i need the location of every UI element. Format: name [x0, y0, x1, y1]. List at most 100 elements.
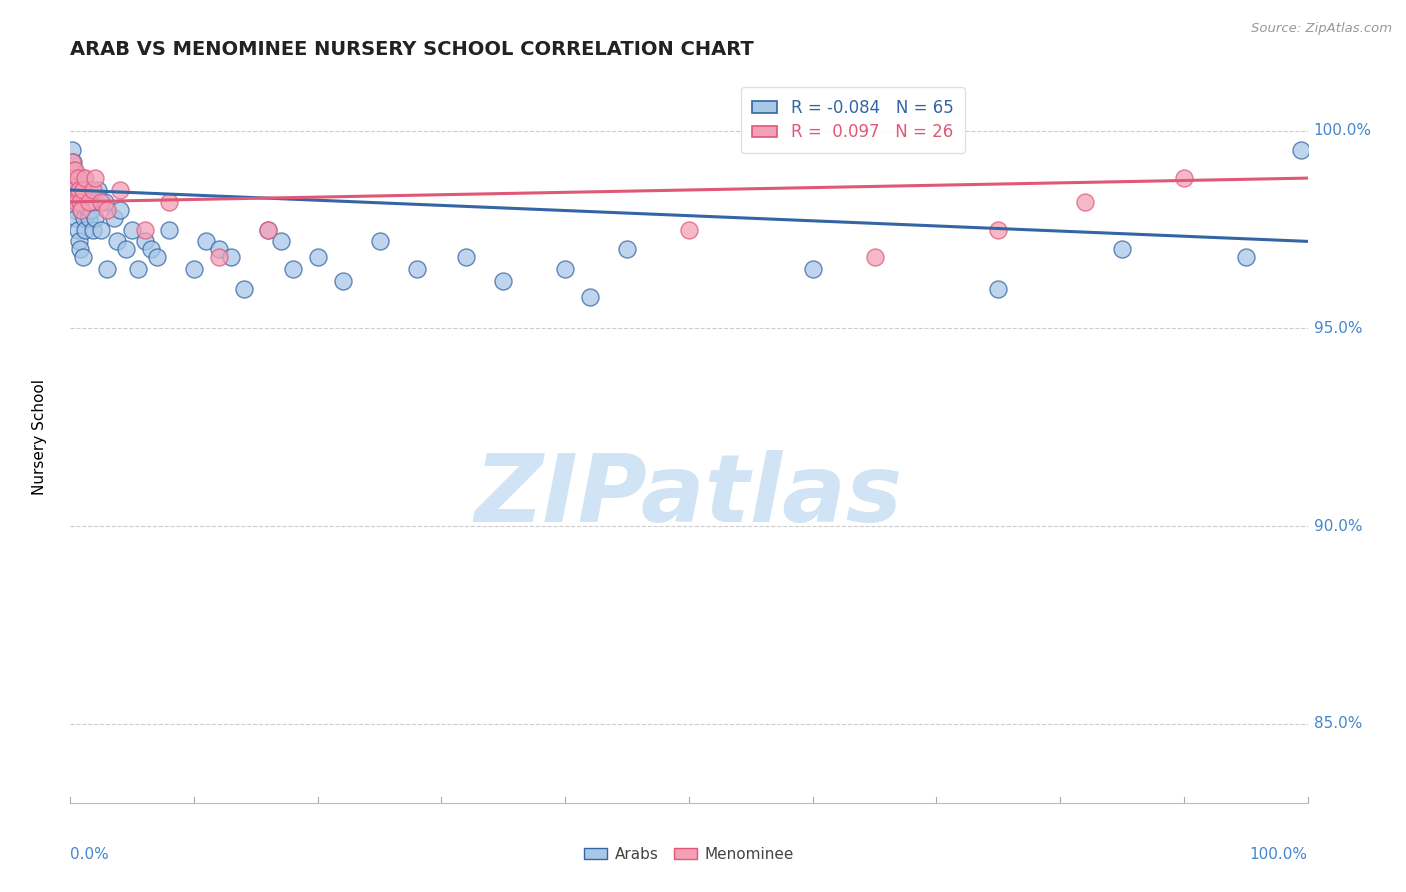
Point — [492, 274, 515, 288]
Point — [115, 242, 138, 256]
Point — [67, 235, 90, 249]
Point — [82, 222, 104, 236]
Text: 100.0%: 100.0% — [1250, 847, 1308, 862]
Point — [1074, 194, 1097, 209]
Point — [232, 282, 254, 296]
Point — [1173, 171, 1195, 186]
Point — [62, 171, 84, 186]
Point — [1234, 250, 1257, 264]
Text: ARAB VS MENOMINEE NURSERY SCHOOL CORRELATION CHART: ARAB VS MENOMINEE NURSERY SCHOOL CORRELA… — [70, 39, 754, 59]
Point — [62, 183, 84, 197]
Point — [77, 211, 100, 225]
Point — [65, 163, 87, 178]
Point — [270, 235, 292, 249]
Point — [82, 183, 104, 197]
Text: 0.0%: 0.0% — [70, 847, 110, 862]
Point — [134, 235, 156, 249]
Point — [77, 183, 100, 197]
Point — [66, 222, 89, 236]
Point — [405, 262, 427, 277]
Point — [678, 222, 700, 236]
Point — [67, 183, 90, 197]
Point — [65, 175, 87, 189]
Text: Source: ZipAtlas.com: Source: ZipAtlas.com — [1251, 22, 1392, 36]
Point — [72, 171, 94, 186]
Point — [307, 250, 329, 264]
Point — [579, 290, 602, 304]
Point — [103, 211, 125, 225]
Point — [90, 222, 112, 236]
Point — [63, 191, 86, 205]
Point — [79, 194, 101, 209]
Point — [63, 163, 86, 178]
Point — [987, 282, 1010, 296]
Point — [72, 250, 94, 264]
Point — [69, 242, 91, 256]
Point — [75, 183, 97, 197]
Point — [121, 222, 143, 236]
Text: ZIPatlas: ZIPatlas — [475, 450, 903, 541]
Point — [94, 194, 117, 209]
Point — [60, 144, 83, 158]
Point — [76, 202, 98, 217]
Point — [1291, 144, 1313, 158]
Point — [157, 222, 180, 236]
Point — [69, 194, 91, 209]
Point — [96, 262, 118, 277]
Point — [146, 250, 169, 264]
Text: 100.0%: 100.0% — [1313, 123, 1372, 138]
Point — [195, 235, 218, 249]
Point — [616, 242, 638, 256]
Text: 95.0%: 95.0% — [1313, 321, 1362, 336]
Point — [67, 186, 90, 201]
Point — [72, 183, 94, 197]
Point — [77, 194, 100, 209]
Legend: Arabs, Menominee: Arabs, Menominee — [578, 841, 800, 868]
Point — [75, 171, 97, 186]
Point — [96, 202, 118, 217]
Point — [70, 202, 93, 217]
Point — [157, 194, 180, 209]
Point — [863, 250, 886, 264]
Text: Nursery School: Nursery School — [32, 379, 46, 495]
Point — [65, 211, 87, 225]
Point — [66, 171, 89, 186]
Point — [83, 194, 105, 209]
Point — [63, 183, 86, 197]
Point — [281, 262, 304, 277]
Point — [801, 262, 824, 277]
Point — [84, 171, 107, 186]
Text: 85.0%: 85.0% — [1313, 716, 1362, 731]
Point — [90, 194, 112, 209]
Point — [65, 194, 87, 209]
Point — [139, 242, 162, 256]
Point — [80, 202, 103, 217]
Point — [456, 250, 478, 264]
Point — [257, 222, 280, 236]
Point — [65, 171, 87, 186]
Point — [75, 222, 97, 236]
Point — [86, 183, 108, 197]
Point — [108, 202, 131, 217]
Point — [257, 222, 280, 236]
Point — [65, 202, 87, 217]
Point — [127, 262, 149, 277]
Point — [208, 242, 231, 256]
Point — [208, 250, 231, 264]
Point — [66, 183, 89, 197]
Point — [62, 155, 84, 169]
Point — [134, 222, 156, 236]
Point — [368, 235, 391, 249]
Point — [219, 250, 242, 264]
Point — [987, 222, 1010, 236]
Point — [69, 194, 91, 209]
Point — [60, 155, 83, 169]
Point — [70, 202, 93, 217]
Point — [183, 262, 205, 277]
Text: 90.0%: 90.0% — [1313, 518, 1362, 533]
Point — [332, 274, 354, 288]
Point — [84, 211, 107, 225]
Point — [73, 211, 96, 225]
Point — [105, 235, 128, 249]
Point — [108, 183, 131, 197]
